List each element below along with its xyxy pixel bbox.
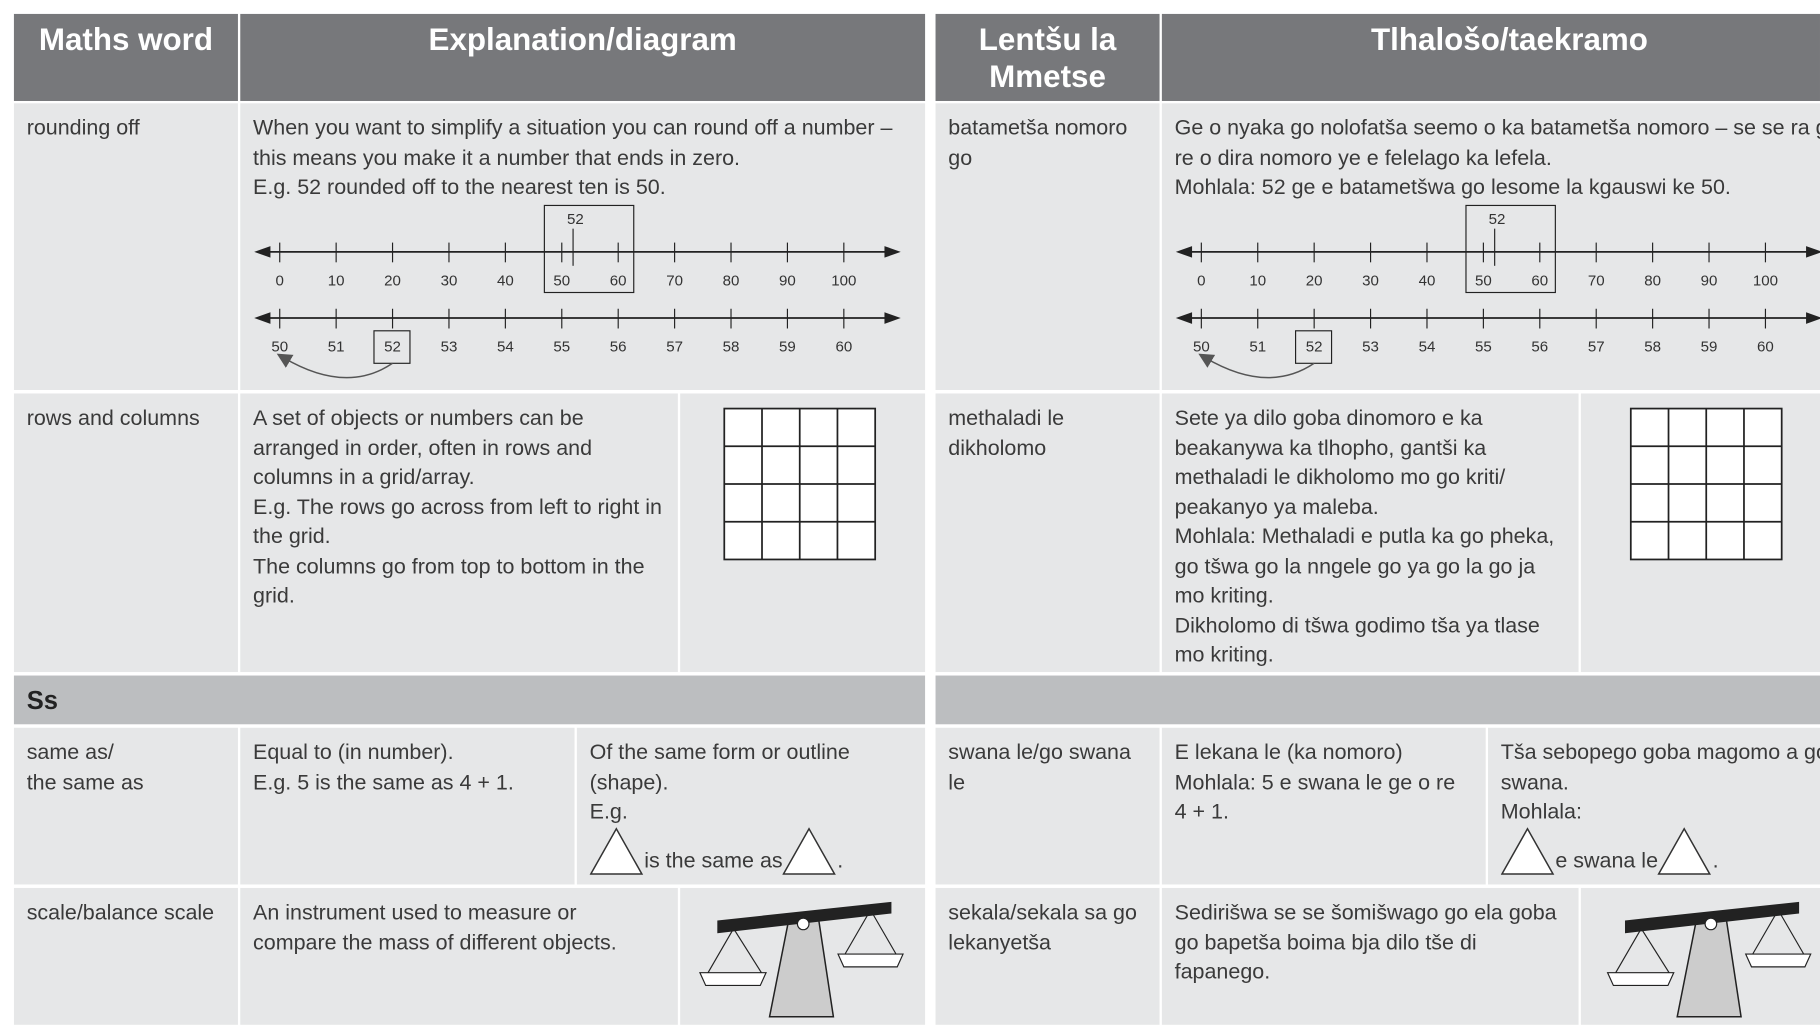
header-cell: Tlhalošo/taekramo [1161, 13, 1820, 101]
section-row: Ss [13, 675, 926, 725]
explanation-cell: Equal to (in number). E.g. 5 is the same … [240, 727, 575, 885]
explanation-cell: An instrument used to measure or compare… [240, 887, 678, 1025]
section-letter: Ss [26, 685, 58, 715]
column-header: Maths word [38, 22, 213, 57]
diagram-cell [1580, 887, 1820, 1025]
term: go [948, 144, 973, 169]
explanation: Mohlala: 5 e swana le ge o re 4 + 1. [1174, 768, 1456, 823]
explanation: An instrument used to measure or compare… [253, 899, 617, 954]
explanation-cell: A set of objects or numbers can be arran… [240, 393, 678, 673]
explanation-cell: E lekana le (ka nomoro) Mohlala: 5 e swan… [1161, 727, 1486, 885]
explanation-cell: Sete ya dilo goba dinomoro e ka beakanyw… [1161, 393, 1579, 673]
term-cell: methaladi le dikholomo [935, 393, 1160, 673]
explanation: The columns go from top to bottom in the… [253, 553, 645, 608]
header-cell: Explanation/diagram [240, 13, 926, 101]
term: lekanyetša [948, 929, 1051, 954]
explanation-cell: When you want to simplify a situation yo… [240, 103, 926, 390]
term: swana le/go swana [948, 739, 1131, 764]
term-cell: rows and columns [13, 393, 238, 673]
explanation: E.g. [589, 798, 628, 823]
term: same as/ [26, 739, 114, 764]
shape-cell: Tša sebopego goba magomo a go swana. Mohl… [1488, 727, 1820, 885]
explanation: Tša sebopego goba magomo a go swana. [1500, 739, 1820, 794]
header-cell: Maths word [13, 13, 238, 101]
column-header: Explanation/diagram [428, 22, 737, 57]
triangle [1657, 826, 1712, 875]
explanation: Mohlala: 52 ge e batametšwa go lesome la… [1174, 174, 1731, 199]
term: rows and columns [26, 405, 200, 430]
explanation: Mohlala: [1500, 798, 1582, 823]
shape-line: e swana le. [1500, 826, 1820, 875]
term: the same as [26, 768, 144, 794]
explanation: Sete ya dilo goba dinomoro e ka beakanyw… [1174, 405, 1506, 519]
term: sekala/sekala sa go [948, 899, 1137, 924]
term: dikholomo [948, 434, 1047, 460]
explanation: E.g. 52 rounded off to the nearest ten i… [253, 174, 666, 199]
triangle [1500, 826, 1555, 875]
explanation: Equal to (in number). [253, 739, 454, 764]
explanation: E lekana le (ka nomoro) [1174, 739, 1403, 764]
term: methaladi le [948, 405, 1065, 430]
explanation-cell: Ge o nyaka go nolofatša seemo o ka batam… [1161, 103, 1820, 390]
explanation: E.g. The rows go across from left to rig… [253, 493, 663, 548]
section-row [935, 675, 1820, 725]
header-cell: Lentšu la Mmetse [935, 13, 1160, 101]
explanation: E.g. 5 is the same as 4 + 1. [253, 768, 514, 794]
term-cell: scale/balance scale [13, 887, 238, 1025]
explanation: Sedirišwa se se šomišwago go ela goba go… [1174, 899, 1557, 984]
column-header: Lentšu la Mmetse [978, 22, 1117, 95]
explanation-cell: Sedirišwa se se šomišwago go ela goba go… [1161, 887, 1579, 1025]
explanation: A set of objects or numbers can be arran… [253, 405, 593, 489]
term-cell: same as/the same as [13, 727, 238, 885]
term: rounding off [26, 114, 140, 140]
term-cell: batametša nomoro go [935, 103, 1160, 390]
explanation: Dikholomo di tšwa godimo tša ya tlase mo… [1174, 612, 1540, 667]
explanation: When you want to simplify a situation yo… [253, 114, 893, 169]
diagram-cell [1580, 393, 1820, 673]
explanation: Ge o nyaka go nolofatša seemo o ka batam… [1174, 114, 1820, 169]
column-header: Tlhalošo/taekramo [1371, 22, 1648, 57]
shape-cell: Of the same form or outline (shape). E.g.… [576, 727, 926, 885]
term: batametša nomoro [948, 114, 1128, 140]
term: le [948, 768, 966, 794]
term: scale/balance scale [26, 899, 215, 924]
term-cell: sekala/sekala sa go lekanyetša [935, 887, 1160, 1025]
diagram-cell [680, 887, 926, 1025]
triangle [782, 826, 837, 875]
explanation: Mohlala: Methaladi e putla ka go pheka, … [1174, 523, 1555, 608]
shape-phrase: e swana le [1555, 847, 1659, 872]
shape-line: is the same as. [589, 826, 913, 875]
term-cell: rounding off [13, 103, 238, 390]
triangle [589, 826, 644, 875]
diagram-cell [680, 393, 926, 673]
shape-phrase: is the same as [644, 847, 783, 872]
term-cell: swana le/go swana le [935, 727, 1160, 885]
explanation: Of the same form or outline (shape). [589, 739, 850, 794]
